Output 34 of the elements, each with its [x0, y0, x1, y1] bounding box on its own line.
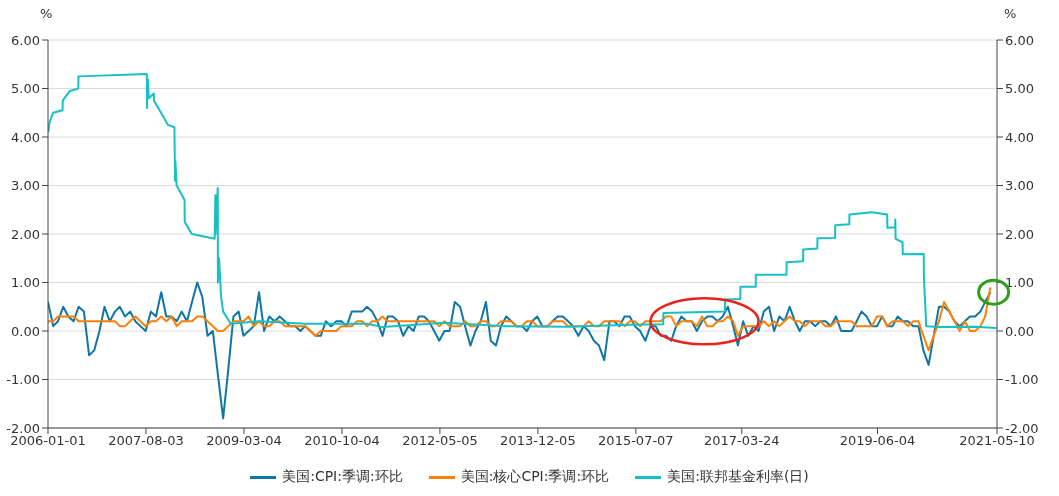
x-tick-label: 2013-12-05 — [500, 433, 576, 449]
y2-tick-label: 0.00 — [1005, 323, 1034, 339]
y2-tick-label: 2.00 — [1005, 226, 1034, 242]
y2-tick-label: -1.00 — [1005, 372, 1039, 388]
legend-label: 美国:联邦基金利率(日) — [667, 468, 809, 486]
x-tick-label: 2012-05-05 — [402, 433, 478, 449]
y2-tick-label: -2.00 — [1005, 420, 1039, 436]
x-tick-label: 2021-05-10 — [959, 433, 1035, 449]
y-tick-label: 5.00 — [11, 81, 40, 97]
y-tick-label: -1.00 — [6, 372, 40, 388]
y-tick-label: -2.00 — [6, 420, 40, 436]
x-tick-label: 2019-06-04 — [839, 433, 916, 449]
y-tick-label: 3.00 — [11, 178, 40, 194]
y-tick-label: 2.00 — [11, 226, 40, 242]
y2-tick-label: 5.00 — [1005, 81, 1034, 97]
x-tick-label: 2017-03-24 — [704, 433, 780, 449]
y-tick-label: 6.00 — [11, 32, 40, 48]
x-tick-label: 2015-07-07 — [598, 433, 674, 449]
y-tick-label: 4.00 — [11, 129, 40, 145]
x-tick-label: 2007-08-03 — [108, 433, 184, 449]
legend-label: 美国:CPI:季调:环比 — [282, 468, 403, 486]
y-axis-title: % — [40, 6, 53, 21]
y2-axis-title: % — [1004, 6, 1017, 21]
y-tick-label: 0.00 — [11, 323, 40, 339]
y2-tick-label: 1.00 — [1005, 275, 1034, 291]
y2-tick-label: 6.00 — [1005, 32, 1034, 48]
y-tick-label: 1.00 — [11, 275, 40, 291]
y2-tick-label: 4.00 — [1005, 129, 1034, 145]
y2-tick-label: 3.00 — [1005, 178, 1034, 194]
x-tick-label: 2010-10-04 — [304, 433, 380, 449]
x-tick-label: 2006-01-01 — [10, 433, 86, 449]
line-series — [48, 72, 997, 330]
x-tick-label: 2009-03-04 — [206, 433, 282, 449]
legend-label: 美国:核心CPI:季调:环比 — [460, 468, 610, 486]
